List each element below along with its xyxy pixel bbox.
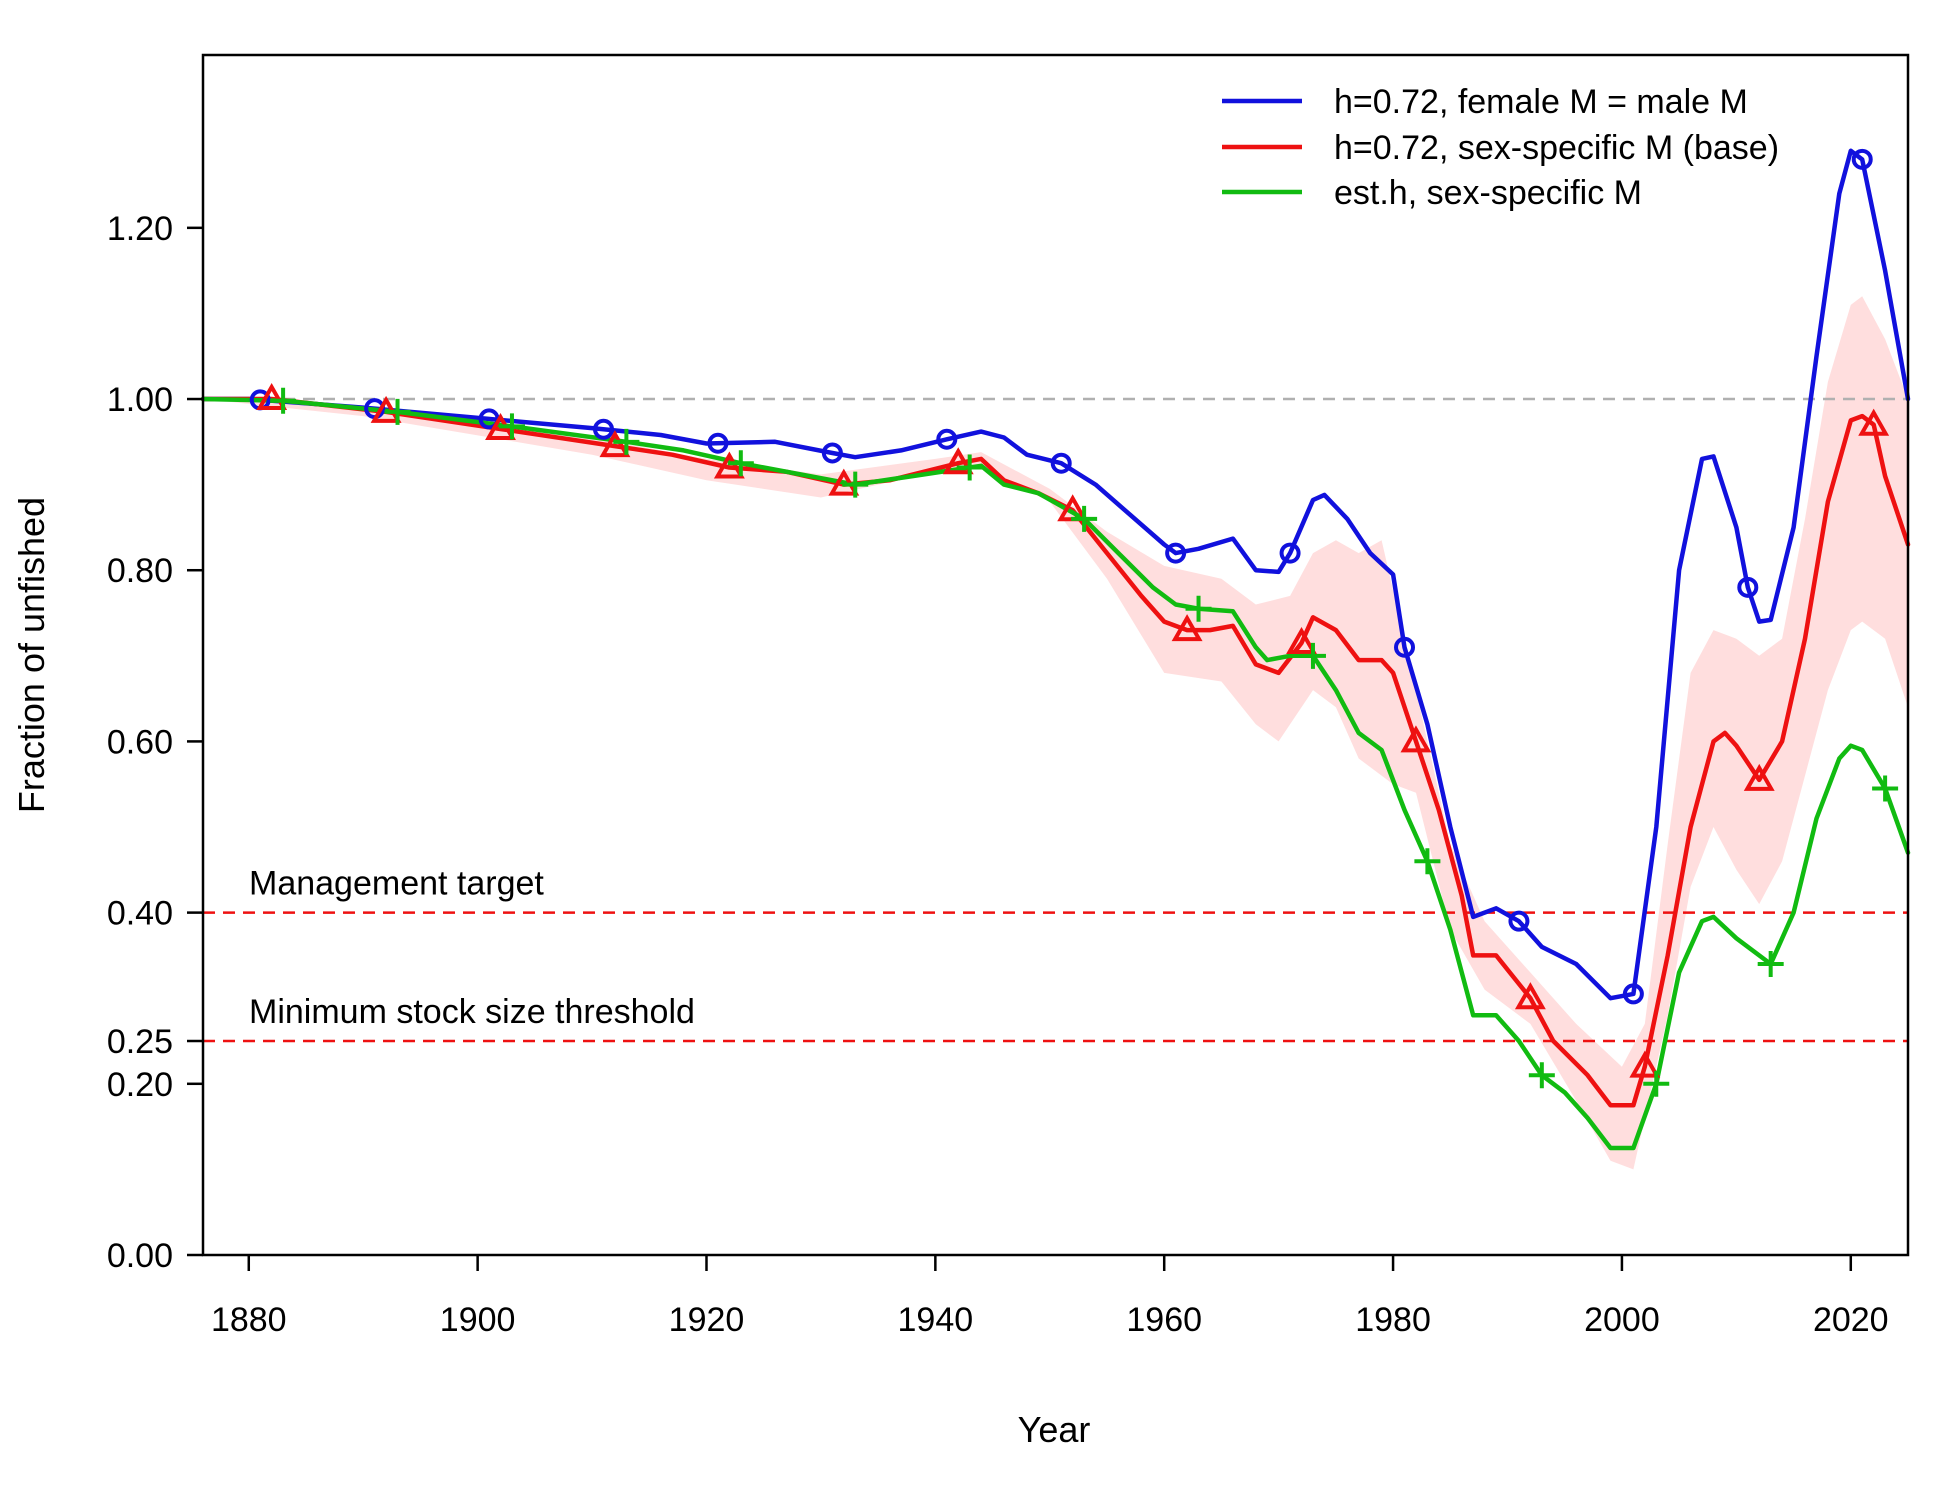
legend: h=0.72, female M = male M h=0.72, sex-sp…: [1222, 83, 1779, 212]
series-0-marker-13: [1737, 576, 1759, 598]
series-1-marker-13: [1743, 763, 1775, 791]
x-tick-label-7: 2020: [1813, 1301, 1889, 1339]
x-tick-label-4: 1960: [1126, 1301, 1202, 1339]
series-lines-layer: [200, 148, 1911, 1151]
confidence-band: [203, 296, 1908, 1170]
series-0-marker-4: [707, 432, 729, 454]
y-axis-title: Fraction of unfished: [11, 497, 52, 813]
legend-label-red: h=0.72, sex-specific M (base): [1334, 129, 1779, 167]
series-0-marker-11: [1508, 910, 1530, 932]
y-tick-label-5: 0.80: [107, 552, 173, 590]
y-tick-label-6: 1.00: [107, 381, 173, 419]
series-0-marker-3: [593, 418, 615, 440]
series-2-marker-6: [956, 454, 983, 481]
series-2-marker-9: [1299, 642, 1326, 669]
series-2-marker-8: [1185, 595, 1212, 622]
y-tick-label-3: 0.40: [107, 895, 173, 933]
series-0-marker-14: [1851, 148, 1873, 170]
series-2-marker-3: [613, 428, 640, 455]
series-2-marker-2: [498, 413, 525, 440]
series-1-marker-6: [942, 447, 974, 475]
series-line-0: [200, 148, 1911, 1001]
y-tick-label-4: 0.60: [107, 723, 173, 761]
series-2-marker-12: [1643, 1070, 1670, 1097]
x-tick-label-3: 1940: [898, 1301, 974, 1339]
series-2-marker-7: [1071, 505, 1098, 532]
series-2-marker-10: [1414, 848, 1441, 875]
series-1-marker-4: [713, 451, 745, 479]
x-tick-label-1: 1900: [440, 1301, 516, 1339]
series-2-marker-4: [727, 450, 754, 477]
series-1-marker-0: [256, 382, 288, 411]
plot-frame: [201, 53, 1910, 1257]
series-1-marker-11: [1514, 982, 1546, 1010]
series-1-marker-12: [1629, 1050, 1661, 1078]
series-0-marker-8: [1165, 542, 1187, 564]
axes-layer: 1880 1900 1920 1940 1960 1980 2000 2020 0.00 0.20…: [107, 210, 1889, 1339]
x-tick-label-0: 1880: [211, 1301, 287, 1339]
series-2-marker-5: [842, 471, 869, 498]
series-0-marker-5: [821, 442, 843, 464]
series-0-marker-6: [936, 428, 958, 450]
series-0-marker-7: [1050, 452, 1072, 474]
y-tick-label-2: 0.25: [107, 1023, 173, 1061]
y-tick-label-7: 1.20: [107, 210, 173, 248]
confidence-band-layer: [203, 296, 1908, 1170]
x-tick-label-2: 1920: [669, 1301, 745, 1339]
legend-label-green: est.h, sex-specific M: [1334, 174, 1642, 212]
series-0-marker-10: [1394, 636, 1416, 658]
series-2-marker-1: [384, 398, 411, 425]
reference-line-label-2: Minimum stock size threshold: [249, 993, 695, 1031]
series-0-marker-12: [1622, 983, 1644, 1005]
series-0-marker-9: [1279, 542, 1301, 564]
x-axis-title: Year: [1018, 1409, 1091, 1450]
y-tick-label-1: 0.20: [107, 1066, 173, 1104]
x-tick-label-5: 1980: [1355, 1301, 1431, 1339]
series-2-marker-13: [1757, 950, 1784, 977]
y-tick-label-0: 0.00: [107, 1237, 173, 1275]
reference-lines-layer: Management target Minimum stock size thre…: [203, 397, 1908, 1043]
series-1-marker-3: [599, 430, 631, 458]
reference-line-label-1: Management target: [249, 865, 544, 903]
series-2-marker-11: [1528, 1062, 1555, 1089]
series-2-marker-14: [1872, 775, 1899, 802]
legend-label-blue: h=0.72, female M = male M: [1334, 83, 1748, 121]
series-1-marker-9: [1286, 626, 1317, 654]
series-1-marker-14: [1858, 408, 1890, 436]
x-tick-label-6: 2000: [1584, 1301, 1660, 1339]
series-markers-layer: [249, 148, 1899, 1097]
series-line-2: [200, 396, 1911, 1151]
series-2-marker-0: [270, 387, 297, 414]
series-1-marker-10: [1400, 725, 1432, 753]
series-1-marker-8: [1171, 614, 1203, 642]
